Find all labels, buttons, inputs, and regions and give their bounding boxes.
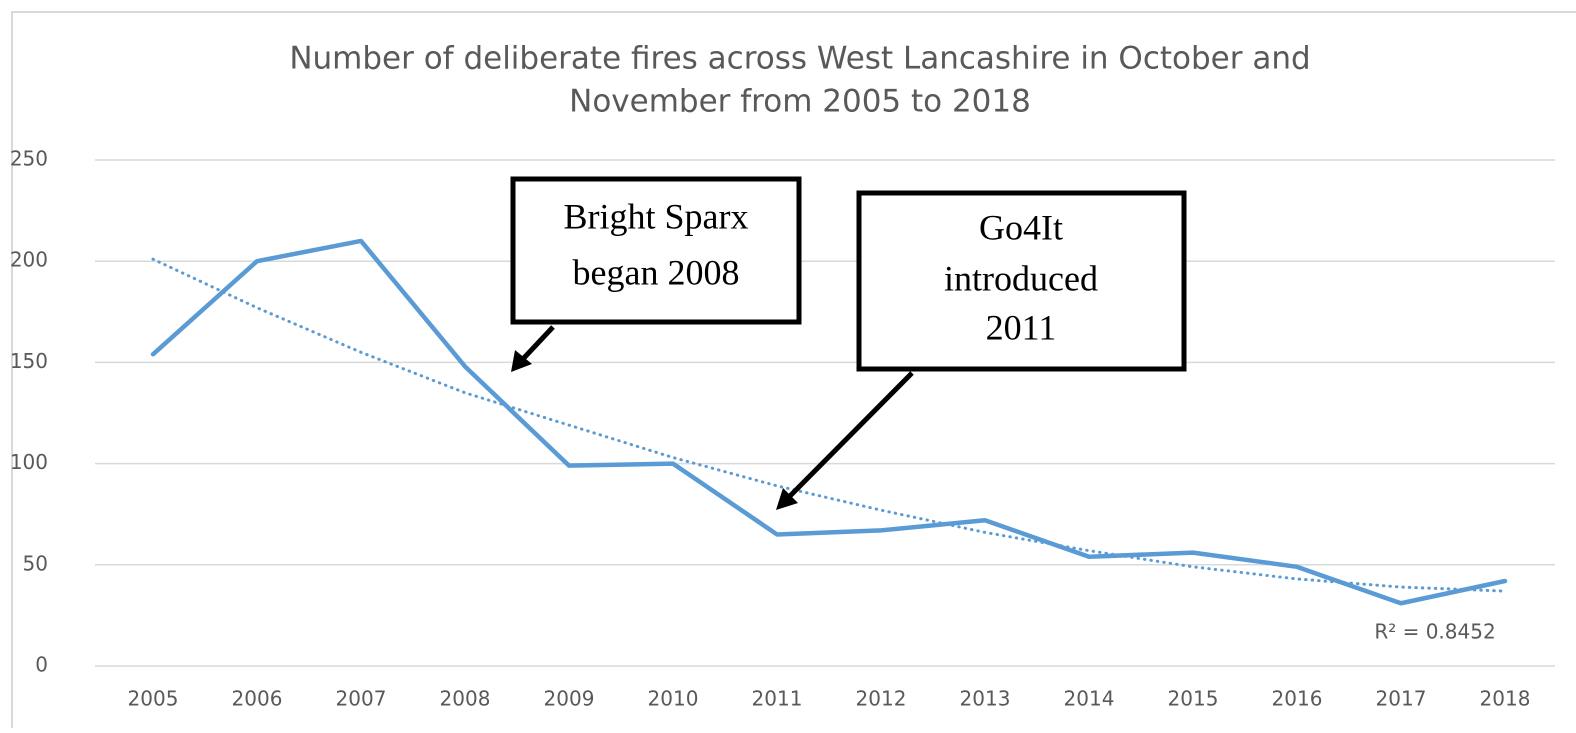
y-tick-label: 0 bbox=[35, 653, 48, 677]
y-tick-label: 200 bbox=[10, 248, 48, 272]
x-tick-label: 2014 bbox=[1064, 687, 1115, 711]
data-line bbox=[150, 238, 1508, 606]
annotation-arrow bbox=[520, 325, 555, 362]
y-tick-label: 100 bbox=[10, 450, 48, 474]
x-tick-label: 2008 bbox=[440, 687, 491, 711]
annotation-text: began 2008 bbox=[573, 252, 740, 292]
trend-line bbox=[151, 257, 1507, 593]
x-tick-label: 2016 bbox=[1272, 687, 1323, 711]
chart-border bbox=[11, 11, 1576, 733]
x-tick-label: 2015 bbox=[1168, 687, 1219, 711]
annotation-box bbox=[856, 190, 1187, 372]
annotation-text: introduced bbox=[944, 258, 1098, 298]
annotation-box bbox=[510, 176, 802, 325]
x-tick-label: 2012 bbox=[856, 687, 907, 711]
annotation-text: Bright Sparx bbox=[564, 196, 749, 236]
x-tick-label: 2018 bbox=[1480, 687, 1531, 711]
annotation-arrowhead bbox=[776, 488, 798, 510]
x-tick-label: 2005 bbox=[128, 687, 179, 711]
annotation-text: 2011 bbox=[986, 307, 1057, 347]
trend-label: R² = 0.8452 bbox=[1374, 620, 1495, 644]
x-tick-label: 2007 bbox=[336, 687, 387, 711]
y-tick-label: 250 bbox=[10, 147, 48, 171]
annotation-arrow bbox=[786, 371, 914, 500]
y-tick-label: 50 bbox=[23, 551, 48, 575]
chart-title: Number of deliberate fires across West L… bbox=[289, 41, 1310, 77]
annotation: Bright Sparx began 2008 bbox=[510, 176, 802, 372]
x-tick-label: 2010 bbox=[648, 687, 699, 711]
x-tick-label: 2017 bbox=[1376, 687, 1427, 711]
annotation-text: Go4It bbox=[979, 207, 1063, 247]
chart-title: November from 2005 to 2018 bbox=[569, 84, 1031, 120]
x-tick-label: 2013 bbox=[960, 687, 1011, 711]
x-tick-label: 2009 bbox=[544, 687, 595, 711]
plot-area: 0 50 100 150 200 250 2005 2006 2007 2008 2009 2010 2… bbox=[10, 147, 1555, 711]
y-tick-label: 150 bbox=[10, 349, 48, 373]
x-tick-label: 2011 bbox=[752, 687, 803, 711]
annotation: Go4It introduced 2011 bbox=[776, 190, 1187, 510]
annotation-arrowhead bbox=[511, 350, 532, 372]
x-tick-label: 2006 bbox=[232, 687, 283, 711]
